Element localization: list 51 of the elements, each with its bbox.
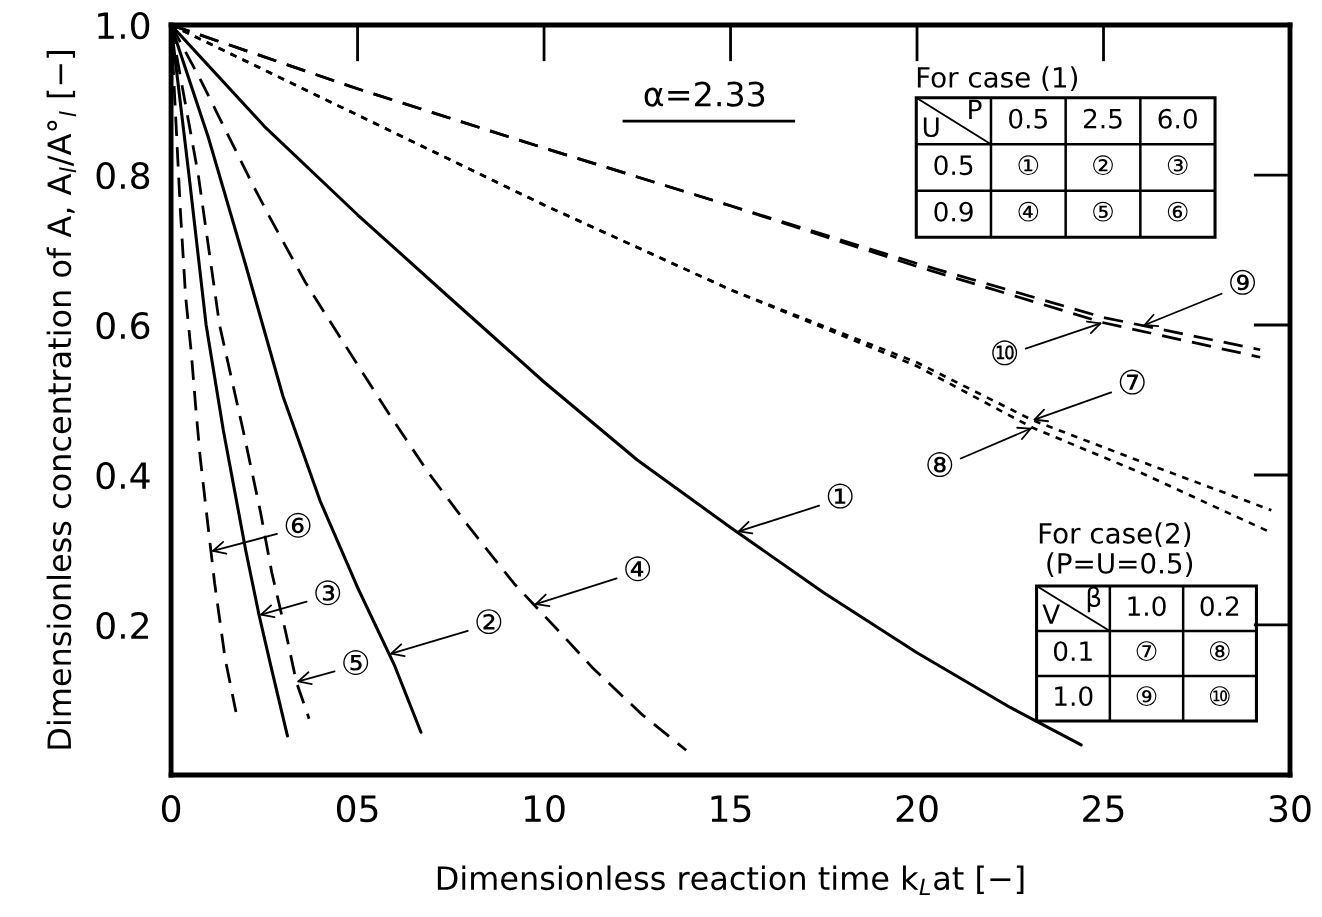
annotation: ⑩ [1209, 686, 1230, 707]
annotation: 0.5 [934, 155, 973, 176]
annotation: 0.2 [1200, 596, 1239, 617]
x-axis-title: Dimensionless reaction time k$_{L}$at [−] [437, 865, 1024, 895]
annotation: For case(2) [1039, 522, 1191, 548]
annotation: U [923, 117, 939, 138]
annotation: β [1087, 586, 1101, 613]
annotation: ⑤ [343, 650, 369, 675]
annotation: 1.0 [1128, 596, 1166, 617]
annotation: ① [1018, 155, 1039, 176]
y-tick-label: 0.2 [96, 611, 149, 640]
annotation: ③ [315, 580, 341, 606]
annotation: ② [476, 609, 502, 635]
annotation: 0.1 [1053, 641, 1092, 662]
annotation: ⑧ [927, 452, 953, 478]
y-axis-title: Dimensionless concentration of A, A$_{l}$/A°$_{l}$ [−] [46, 51, 77, 749]
annotation: α=2.33 [644, 81, 765, 107]
annotation: ④ [1018, 201, 1039, 222]
annotation: ② [1093, 155, 1113, 176]
annotation: ⑩ [992, 340, 1018, 366]
annotation: (P=U=0.5) [1047, 552, 1193, 578]
annotation: ⑨ [1136, 686, 1157, 707]
annotation: 0.9 [934, 201, 973, 222]
y-tick-label: 0.8 [96, 161, 150, 190]
annotation: V [1042, 604, 1061, 624]
annotation: ⑧ [1209, 641, 1230, 662]
annotation: 2.5 [1083, 108, 1122, 129]
x-tick-label: 0 [161, 795, 181, 823]
annotation: ⑤ [1093, 201, 1113, 222]
annotation: P [969, 99, 982, 120]
annotation: ⑥ [285, 512, 311, 538]
annotation: 6.0 [1158, 108, 1197, 129]
annotation: ⑥ [1167, 201, 1188, 222]
y-tick-label: 0.4 [96, 461, 150, 490]
y-tick-label: 1.0 [98, 11, 150, 40]
x-tick-label: 20 [896, 795, 938, 823]
annotation: ⑨ [1230, 269, 1256, 295]
y-tick-label: 0.6 [96, 311, 150, 340]
x-tick-label: 10 [525, 795, 565, 823]
annotation: 1.0 [1055, 686, 1093, 707]
x-tick-label: 30 [1269, 795, 1311, 823]
annotation: ③ [1167, 155, 1188, 176]
x-tick-label: 05 [336, 795, 378, 823]
annotation: ⑦ [1119, 369, 1145, 395]
annotation: For case (1) [917, 66, 1078, 92]
annotation: 0.5 [1009, 108, 1047, 129]
annotation: ⑦ [1136, 641, 1157, 662]
x-tick-label: 25 [1083, 795, 1124, 823]
annotation: ④ [625, 556, 651, 582]
x-tick-label: 15 [711, 795, 751, 823]
annotation: ① [827, 483, 853, 509]
